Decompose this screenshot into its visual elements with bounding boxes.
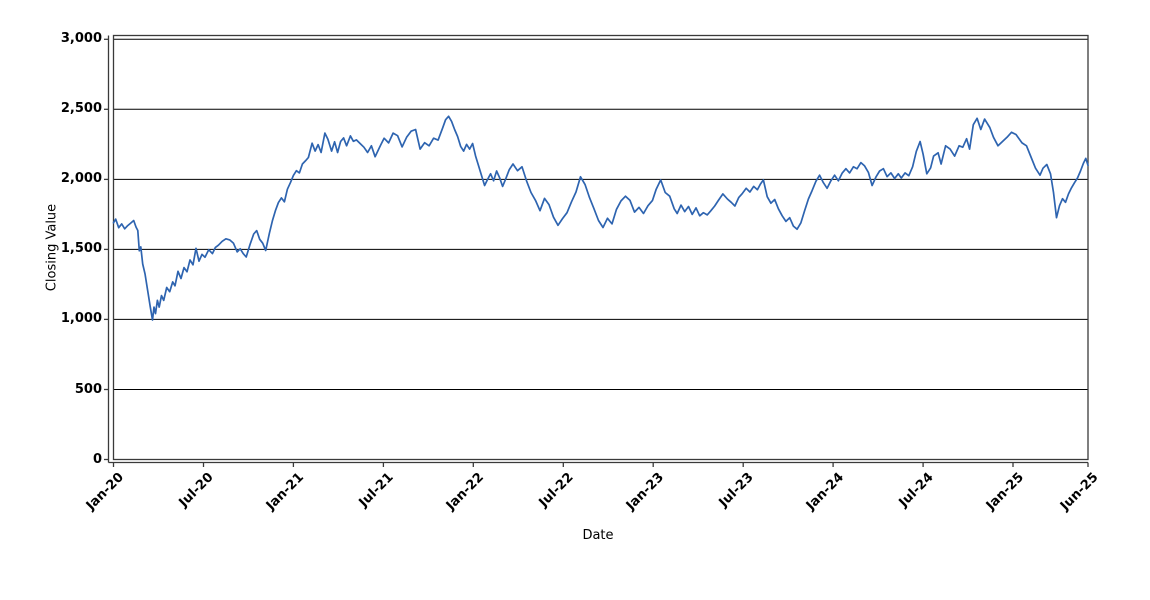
y-axis-title: Closing Value [44, 203, 60, 292]
y-tick-label-2500: 2,500 [60, 101, 102, 117]
y-tick-label-0: 0 [92, 451, 102, 467]
y-tick-label-1500: 1,500 [60, 241, 102, 257]
y-tick-label-3000: 3,000 [60, 31, 102, 47]
plot-border [112, 34, 1089, 461]
x-axis-title: Date [582, 528, 614, 543]
y-tick-label-500: 500 [74, 381, 102, 397]
series-line-closing-value [112, 115, 1089, 321]
y-tick-label-2000: 2,000 [60, 171, 102, 187]
y-tick-label-1000: 1,000 [60, 311, 102, 327]
